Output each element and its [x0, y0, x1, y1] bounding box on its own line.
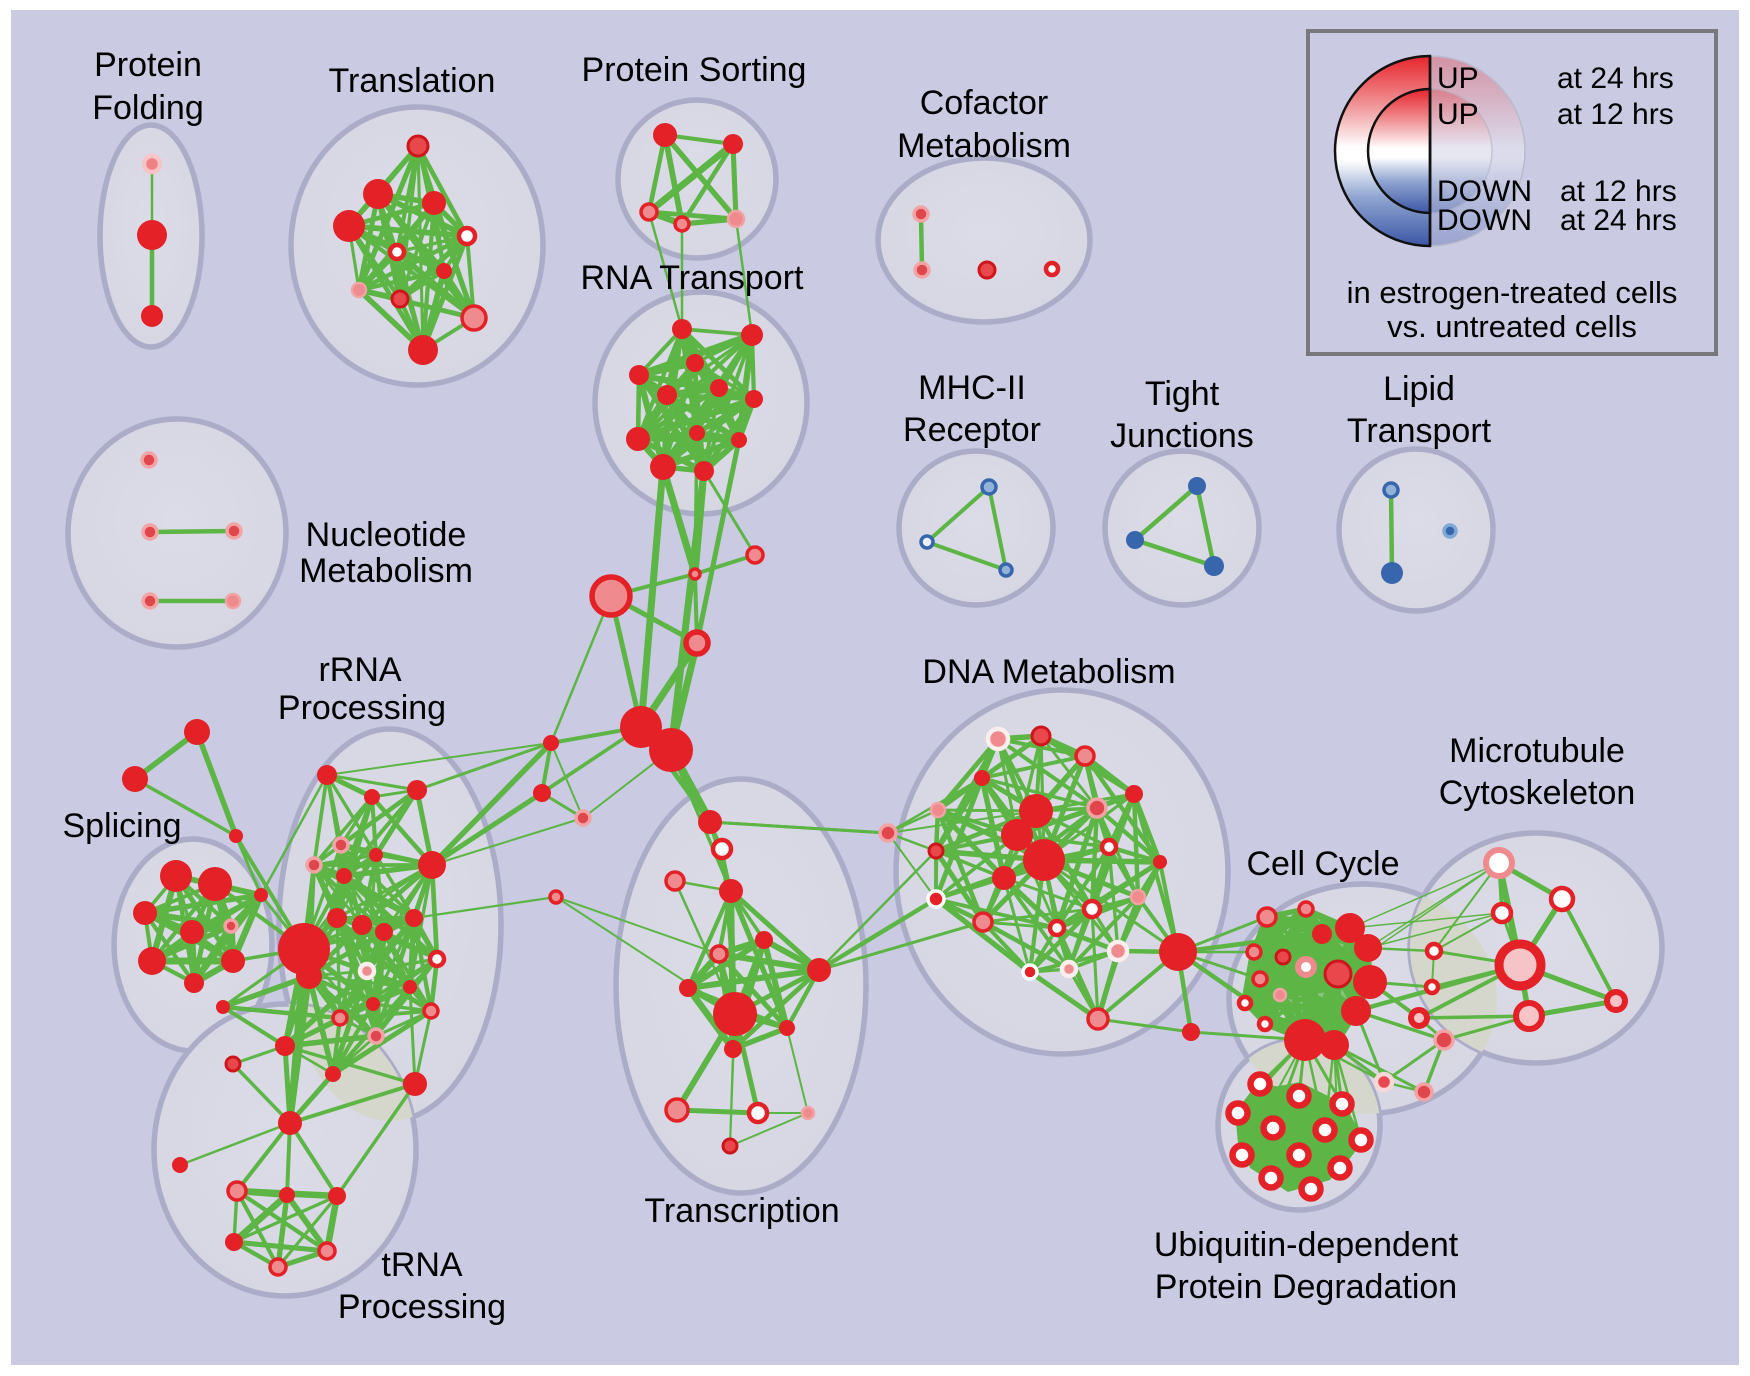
svg-text:Metabolism: Metabolism	[299, 552, 473, 590]
svg-text:vs. untreated cells: vs. untreated cells	[1387, 309, 1637, 344]
svg-text:Splicing: Splicing	[62, 807, 181, 845]
svg-text:Nucleotide: Nucleotide	[306, 516, 467, 554]
svg-text:at 24 hrs: at 24 hrs	[1560, 204, 1677, 237]
svg-text:at 12 hrs: at 12 hrs	[1560, 175, 1677, 208]
svg-text:Cytoskeleton: Cytoskeleton	[1439, 774, 1636, 812]
svg-text:Protein Sorting: Protein Sorting	[582, 51, 807, 89]
svg-text:RNA Transport: RNA Transport	[581, 259, 805, 297]
svg-text:MHC-II: MHC-II	[918, 369, 1026, 407]
svg-text:Microtubule: Microtubule	[1449, 732, 1625, 770]
svg-text:Protein: Protein	[94, 46, 202, 84]
svg-text:Transport: Transport	[1347, 412, 1492, 450]
svg-text:rRNA: rRNA	[318, 651, 401, 689]
svg-text:Cofactor: Cofactor	[920, 84, 1049, 122]
svg-text:DOWN: DOWN	[1437, 175, 1532, 208]
svg-text:Ubiquitin-dependent: Ubiquitin-dependent	[1154, 1226, 1459, 1264]
svg-text:Folding: Folding	[92, 89, 204, 127]
svg-text:UP: UP	[1437, 98, 1479, 131]
svg-text:Junctions: Junctions	[1110, 417, 1254, 455]
svg-text:Processing: Processing	[278, 689, 446, 727]
svg-text:UP: UP	[1437, 62, 1479, 95]
svg-text:Cell Cycle: Cell Cycle	[1246, 845, 1399, 883]
svg-text:Protein Degradation: Protein Degradation	[1155, 1268, 1457, 1306]
svg-text:Tight: Tight	[1145, 375, 1220, 413]
svg-text:at 12 hrs: at 12 hrs	[1557, 98, 1674, 131]
svg-text:Translation: Translation	[329, 62, 496, 100]
svg-text:Lipid: Lipid	[1383, 370, 1455, 408]
svg-text:DOWN: DOWN	[1437, 204, 1532, 237]
svg-text:at 24 hrs: at 24 hrs	[1557, 62, 1674, 95]
svg-text:Transcription: Transcription	[644, 1192, 839, 1230]
svg-text:in estrogen-treated cells: in estrogen-treated cells	[1347, 275, 1678, 310]
svg-text:Metabolism: Metabolism	[897, 127, 1071, 165]
svg-text:tRNA: tRNA	[381, 1246, 463, 1284]
svg-text:DNA Metabolism: DNA Metabolism	[922, 653, 1175, 691]
svg-text:Receptor: Receptor	[903, 411, 1041, 449]
svg-text:Processing: Processing	[338, 1288, 506, 1326]
